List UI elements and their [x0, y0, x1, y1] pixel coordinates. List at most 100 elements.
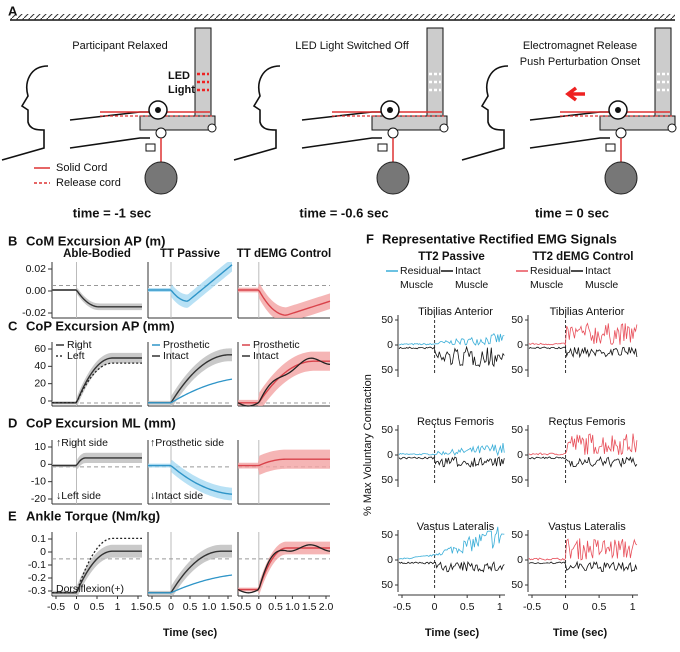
- x-tick-label: 1.0: [285, 601, 300, 613]
- muscle-label: Tibilias Anterior: [550, 306, 625, 318]
- x-tick-label: 0: [563, 601, 569, 613]
- band: [52, 352, 142, 406]
- emg-intact: [398, 456, 505, 468]
- y-axis-label: % Max Voluntary Contraction: [362, 374, 374, 516]
- x-tick-label: -0.5: [523, 601, 541, 613]
- x-axis-label: Time (sec): [425, 627, 480, 639]
- legend-label: Muscle: [530, 279, 563, 291]
- curve: [237, 357, 331, 407]
- x-tick-label: 1.5: [302, 601, 317, 613]
- y-tick-label: 0.02: [26, 263, 47, 275]
- y-tick-label: 0: [40, 395, 46, 407]
- annotation: ↓Intact side: [150, 490, 203, 502]
- x-tick-label: 2.0: [319, 601, 334, 613]
- y-tick-label: 50: [381, 474, 393, 486]
- y-tick-label: 0: [517, 449, 523, 461]
- panel-label: A: [8, 3, 18, 18]
- curve: [238, 547, 330, 591]
- y-tick-label: -20: [31, 493, 46, 505]
- x-tick-label: 1: [630, 601, 636, 613]
- legend-label: Solid Cord: [56, 162, 107, 174]
- curve: [52, 357, 142, 404]
- column-header: TT Passive: [160, 248, 220, 260]
- band: [52, 288, 142, 311]
- x-axis-label: Time (sec): [163, 627, 218, 639]
- y-tick-label: 50: [381, 364, 393, 376]
- x-tick-label: 0: [256, 601, 262, 613]
- y-tick-label: -0.02: [22, 307, 46, 319]
- legend-label: Residual: [530, 265, 571, 277]
- scene-time: time = 0 sec: [535, 205, 609, 220]
- legend-label: Residual: [400, 265, 441, 277]
- band: [148, 544, 232, 596]
- legend-label: Intact: [455, 265, 481, 277]
- panel-title: CoP Excursion ML (mm): [26, 415, 176, 430]
- x-axis-label: Time (sec): [553, 627, 608, 639]
- y-tick-label: 50: [511, 579, 523, 591]
- curve: [52, 457, 142, 467]
- x-tick-label: 1.0: [202, 601, 217, 613]
- legend-label: Right: [67, 339, 92, 351]
- band: [238, 541, 330, 595]
- ceiling-hatch: [10, 14, 675, 20]
- scene-1: [1, 27, 217, 195]
- panel-label: F: [366, 231, 374, 246]
- scene-time: time = -1 sec: [73, 205, 151, 220]
- y-tick-label: -10: [31, 475, 46, 487]
- y-tick-label: 60: [34, 343, 46, 355]
- legend-label: Intact: [253, 350, 279, 362]
- x-tick-label: 0.5: [592, 601, 607, 613]
- y-tick-label: 0: [517, 554, 523, 566]
- y-tick-label: 0.00: [26, 285, 47, 297]
- emg-residual: [528, 538, 638, 561]
- curve: [52, 537, 142, 594]
- y-tick-label: 10: [34, 441, 46, 453]
- emg-residual: [398, 526, 505, 560]
- y-tick-label: 0: [387, 554, 393, 566]
- curve: [237, 544, 331, 594]
- column-header: TT dEMG Control: [237, 248, 332, 260]
- muscle-label: Tibilias Anterior: [418, 306, 493, 318]
- x-tick-label: 0.5: [90, 601, 105, 613]
- y-tick-label: 50: [381, 579, 393, 591]
- panel-label: E: [8, 508, 17, 523]
- curve: [148, 264, 233, 302]
- x-tick-label: -0.5: [233, 601, 251, 613]
- panel-title: Ankle Torque (Nm/kg): [26, 508, 160, 523]
- led-label: Light: [168, 84, 195, 96]
- y-tick-label: -0.1: [28, 559, 46, 571]
- panel-label: C: [8, 318, 18, 333]
- y-tick-label: 20: [34, 377, 46, 389]
- y-tick-label: 0: [40, 458, 46, 470]
- band: [148, 262, 232, 308]
- emg-intact: [528, 455, 638, 468]
- y-tick-label: 0: [40, 546, 46, 558]
- y-tick-label: 0: [517, 339, 523, 351]
- muscle-label: Rectus Femoris: [548, 416, 626, 428]
- x-tick-label: 1.5: [131, 601, 146, 613]
- y-tick-label: 50: [381, 424, 393, 436]
- y-tick-label: 40: [34, 360, 46, 372]
- curve: [52, 289, 142, 308]
- panel-label: B: [8, 233, 17, 248]
- panel-title: Representative Rectified EMG Signals: [382, 231, 617, 246]
- emg-residual: [528, 433, 638, 456]
- band: [238, 351, 330, 406]
- curve: [148, 378, 233, 404]
- scene-2: [233, 27, 449, 195]
- muscle-label: Vastus Lateralis: [548, 521, 626, 533]
- curve: [238, 458, 330, 467]
- y-tick-label: 50: [511, 314, 523, 326]
- panel-title: CoP Excursion AP (mm): [26, 318, 175, 333]
- y-tick-label: 50: [511, 474, 523, 486]
- emg-intact: [398, 345, 505, 368]
- y-tick-label: 50: [381, 529, 393, 541]
- column-header: Able-Bodied: [63, 248, 131, 260]
- panel-title: CoM Excursion AP (m): [26, 233, 165, 248]
- x-tick-label: -0.5: [47, 601, 65, 613]
- y-tick-label: 0.1: [31, 533, 46, 545]
- emg-intact: [528, 346, 638, 359]
- x-tick-label: 0.5: [183, 601, 198, 613]
- y-tick-label: 50: [511, 424, 523, 436]
- legend-label: Intact: [585, 265, 611, 277]
